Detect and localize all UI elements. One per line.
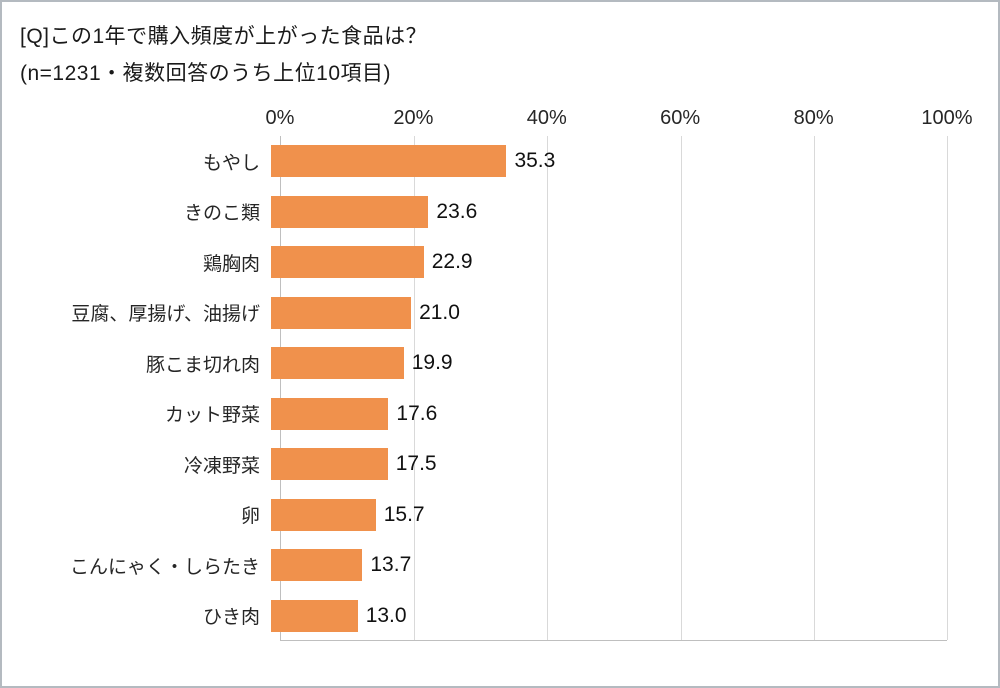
x-tick-label: 80% bbox=[793, 107, 834, 129]
bar bbox=[271, 246, 424, 279]
gridline bbox=[680, 136, 682, 640]
x-tick-label: 0% bbox=[265, 107, 295, 129]
bar bbox=[271, 549, 363, 582]
value-label: 15.7 bbox=[383, 502, 425, 526]
chart-row: 卵 15.7 bbox=[2, 490, 998, 541]
category-label: 冷凍野菜 bbox=[183, 455, 260, 477]
x-tick-label: 20% bbox=[393, 107, 434, 129]
x-tick-label: 100% bbox=[921, 107, 973, 129]
category-label: もやし bbox=[202, 152, 260, 174]
bar bbox=[271, 448, 388, 481]
bar bbox=[271, 145, 507, 178]
chart-row: 冷凍野菜 17.5 bbox=[2, 439, 998, 490]
bar-track: 35.3 bbox=[271, 145, 938, 178]
bar-track: 23.6 bbox=[271, 195, 938, 228]
chart-row: こんにゃく・しらたき 13.7 bbox=[2, 540, 998, 591]
category-label: 鶏胸肉 bbox=[202, 253, 260, 275]
x-tick-label: 40% bbox=[526, 107, 567, 129]
value-label: 17.6 bbox=[396, 401, 438, 425]
bar-track: 22.9 bbox=[271, 246, 938, 279]
bar-track: 17.5 bbox=[271, 448, 938, 481]
chart-header: [Q]この1年で購入頻度が上がった食品は？ (n=1231・複数回答のうち上位1… bbox=[2, 2, 998, 92]
category-label: カット野菜 bbox=[164, 405, 260, 427]
value-label: 35.3 bbox=[514, 149, 556, 173]
value-label: 23.6 bbox=[436, 199, 478, 223]
value-label: 19.9 bbox=[411, 351, 453, 375]
chart-row: ひき肉 13.0 bbox=[2, 591, 998, 642]
gridline bbox=[813, 136, 815, 640]
bar-track: 15.7 bbox=[271, 498, 938, 531]
chart-row: もやし 35.3 bbox=[2, 136, 998, 187]
gridline bbox=[414, 136, 416, 640]
category-label: ひき肉 bbox=[202, 607, 260, 629]
bar-rows: もやし 35.3 きのこ類 23.6 鶏胸肉 22.9 豆腐、厚揚げ、油揚げ 21.0 豚こま切… bbox=[2, 136, 998, 641]
x-tick-label: 60% bbox=[660, 107, 701, 129]
chart-title: [Q]この1年で購入頻度が上がった食品は？ bbox=[20, 25, 428, 48]
value-label: 17.5 bbox=[395, 452, 437, 476]
gridlines bbox=[280, 136, 948, 641]
bar bbox=[271, 347, 404, 380]
chart-row: 豚こま切れ肉 19.9 bbox=[2, 338, 998, 389]
category-label: 豆腐、厚揚げ、油揚げ bbox=[71, 304, 260, 326]
chart-row: 豆腐、厚揚げ、油揚げ 21.0 bbox=[2, 288, 998, 339]
category-label: こんにゃく・しらたき bbox=[69, 556, 260, 578]
gridline bbox=[547, 136, 549, 640]
chart-row: 鶏胸肉 22.9 bbox=[2, 237, 998, 288]
gridline bbox=[947, 136, 948, 640]
value-label: 13.7 bbox=[370, 553, 412, 577]
value-label: 21.0 bbox=[419, 300, 460, 324]
plot-area: もやし 35.3 きのこ類 23.6 鶏胸肉 22.9 豆腐、厚揚げ、油揚げ 21.0 豚こま切… bbox=[2, 136, 998, 641]
chart-subtitle: (n=1231・複数回答のうち上位10項目) bbox=[20, 62, 392, 85]
bar-track: 21.0 bbox=[271, 296, 938, 329]
chart-row: カット野菜 17.6 bbox=[2, 389, 998, 440]
bar-chart: 0% 20% 40% 60% 80% 100% もやし 35.3 きのこ類 23.6 鶏胸肉 22.… bbox=[2, 100, 998, 641]
bar bbox=[271, 296, 412, 329]
bar-track: 19.9 bbox=[271, 347, 938, 380]
category-label: 卵 bbox=[240, 506, 260, 528]
x-axis-ticks: 0% 20% 40% 60% 80% 100% bbox=[266, 100, 973, 136]
value-label: 22.9 bbox=[431, 250, 473, 274]
bar bbox=[271, 397, 389, 430]
bar bbox=[271, 599, 358, 632]
value-label: 13.0 bbox=[365, 603, 407, 627]
chart-row: きのこ類 23.6 bbox=[2, 187, 998, 238]
category-label: 豚こま切れ肉 bbox=[145, 354, 260, 376]
bar-track: 13.7 bbox=[271, 549, 938, 582]
bar bbox=[271, 195, 429, 228]
bar bbox=[271, 498, 376, 531]
bar-track: 13.0 bbox=[271, 599, 938, 632]
bar-track: 17.6 bbox=[271, 397, 938, 430]
category-label: きのこ類 bbox=[183, 203, 260, 225]
